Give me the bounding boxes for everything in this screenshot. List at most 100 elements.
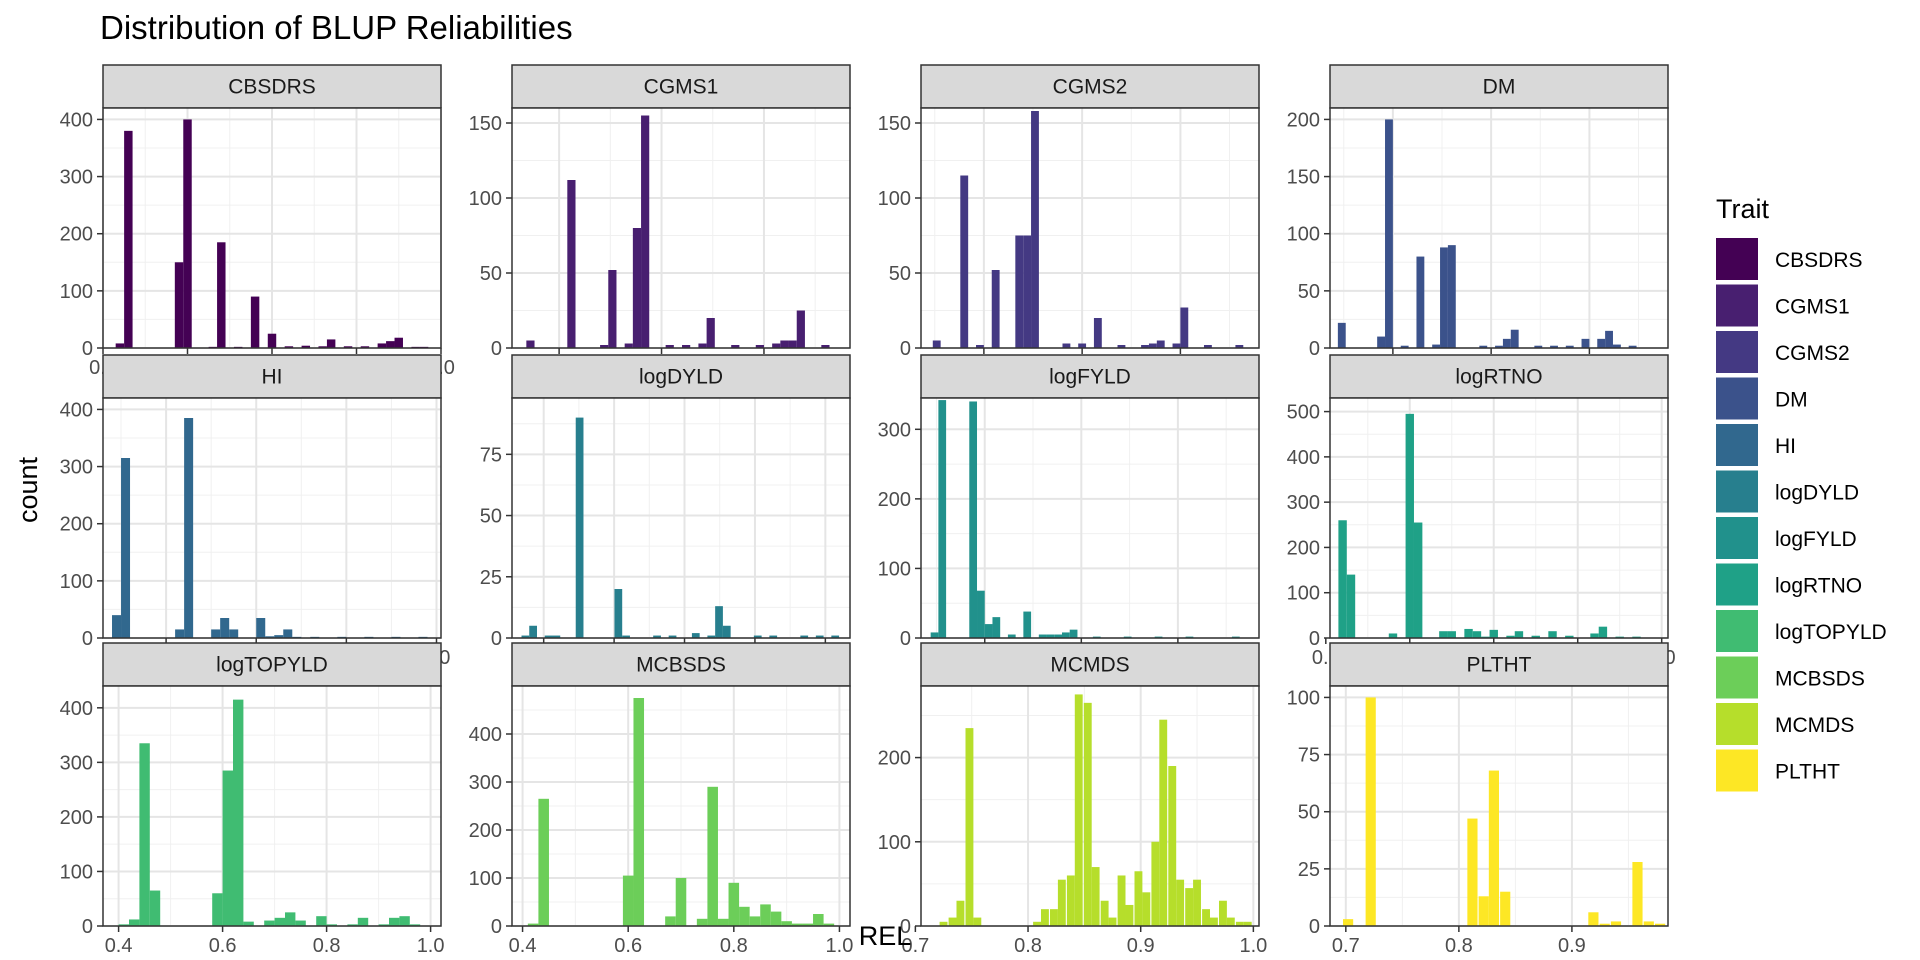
histogram-bar [1531,635,1540,638]
y-tick-label: 150 [1287,167,1320,189]
histogram-bar [1416,256,1425,348]
y-tick-label: 200 [60,514,93,536]
facet-strip-label: DM [1483,76,1516,99]
histogram-bar [1091,867,1100,926]
histogram-bar [139,743,150,926]
histogram-bar [965,728,974,926]
facet-strip-label: logRTNO [1455,366,1542,389]
y-tick-label: 300 [60,457,93,479]
histogram-bar [1203,345,1212,348]
histogram-bar [377,343,387,348]
histogram-bar [622,635,630,638]
histogram-bar [1377,336,1386,348]
histogram-bar [1078,343,1087,348]
histogram-bar [1023,235,1032,348]
histogram-bar [1062,343,1071,348]
histogram-bar [1050,909,1058,926]
panel-background [1330,108,1668,348]
histogram-bar [220,618,230,638]
histogram-bar [1500,891,1511,926]
histogram-bar [1385,119,1393,348]
histogram-bar [1565,635,1574,638]
facet-strip [511,642,851,687]
histogram-bar [316,916,327,926]
histogram-bar [1243,921,1252,926]
histogram-bar [1040,909,1049,926]
facet-strip [102,642,442,687]
legend-swatch [1716,656,1758,699]
facet-strip [920,64,1260,109]
histogram-bar [1031,111,1039,348]
histogram-bar [973,917,982,926]
y-tick-label: 400 [60,109,93,131]
histogram-bar [1534,345,1543,348]
histogram-bar [394,337,403,348]
histogram-bar [129,919,140,926]
x-tick-label: 0.4 [105,935,133,957]
histogram-bar [274,917,285,926]
facet-strip-label: logFYLD [1049,366,1131,389]
histogram-bar [343,346,353,348]
histogram-bar [1151,841,1160,926]
histogram-bar [1023,611,1032,638]
histogram-bar [976,345,984,348]
histogram-bar [770,911,782,926]
histogram-bar [707,786,718,926]
histogram-bar [633,698,645,926]
histogram-bar [608,270,617,348]
y-tick-label: 50 [889,263,911,285]
histogram-bar [265,636,275,638]
histogram-bar [1156,340,1165,348]
histogram-bar [389,917,400,926]
legend-swatch [1716,238,1758,280]
legend-label: logTOPYLD [1775,621,1887,644]
histogram-bar [1447,631,1456,638]
histogram-bar [326,924,337,926]
histogram-bar [544,635,553,638]
panel-border [920,397,1260,639]
histogram-bar [1168,766,1177,926]
x-tick-label: 1.0 [826,935,854,957]
histogram-bar [1489,629,1498,638]
facet-strip [920,354,1260,399]
legend-swatch [1716,703,1758,745]
panel-border [511,107,851,349]
y-tick-label: 200 [469,820,502,842]
y-tick-label: 100 [878,188,911,210]
histogram-bar [600,345,609,348]
histogram-bar [264,920,275,926]
y-tick-label: 300 [60,167,93,189]
panel-background [1330,398,1668,638]
histogram-bar [399,916,410,926]
histogram-bar [969,401,978,638]
y-tick-label: 200 [878,489,911,511]
histogram-bar [821,345,830,348]
histogram-bar [675,878,687,926]
y-tick-label: 100 [878,558,911,580]
histogram-bar [1588,912,1599,926]
histogram-bar [1432,344,1441,348]
facet-strip-label: CBSDRS [228,76,316,99]
y-tick-label: 50 [1298,281,1320,303]
histogram-bar [802,923,814,926]
facet-strip [1329,642,1669,687]
histogram-bar [1074,694,1083,926]
histogram-bar [977,590,985,638]
legend-label: DM [1775,389,1808,412]
histogram-bar [250,296,260,348]
panel-background [512,398,850,638]
histogram-bar [121,458,131,638]
legend-label: logDYLD [1775,482,1859,505]
legend-swatch [1716,610,1758,652]
histogram-bar [1235,921,1244,926]
histogram-bar [529,625,537,638]
panel-border [1329,397,1669,639]
legend-title: Trait [1716,194,1769,224]
histogram-bar [932,340,941,348]
facet-strip [920,642,1260,687]
histogram-bar [1506,635,1515,638]
y-tick-label: 50 [480,506,502,528]
